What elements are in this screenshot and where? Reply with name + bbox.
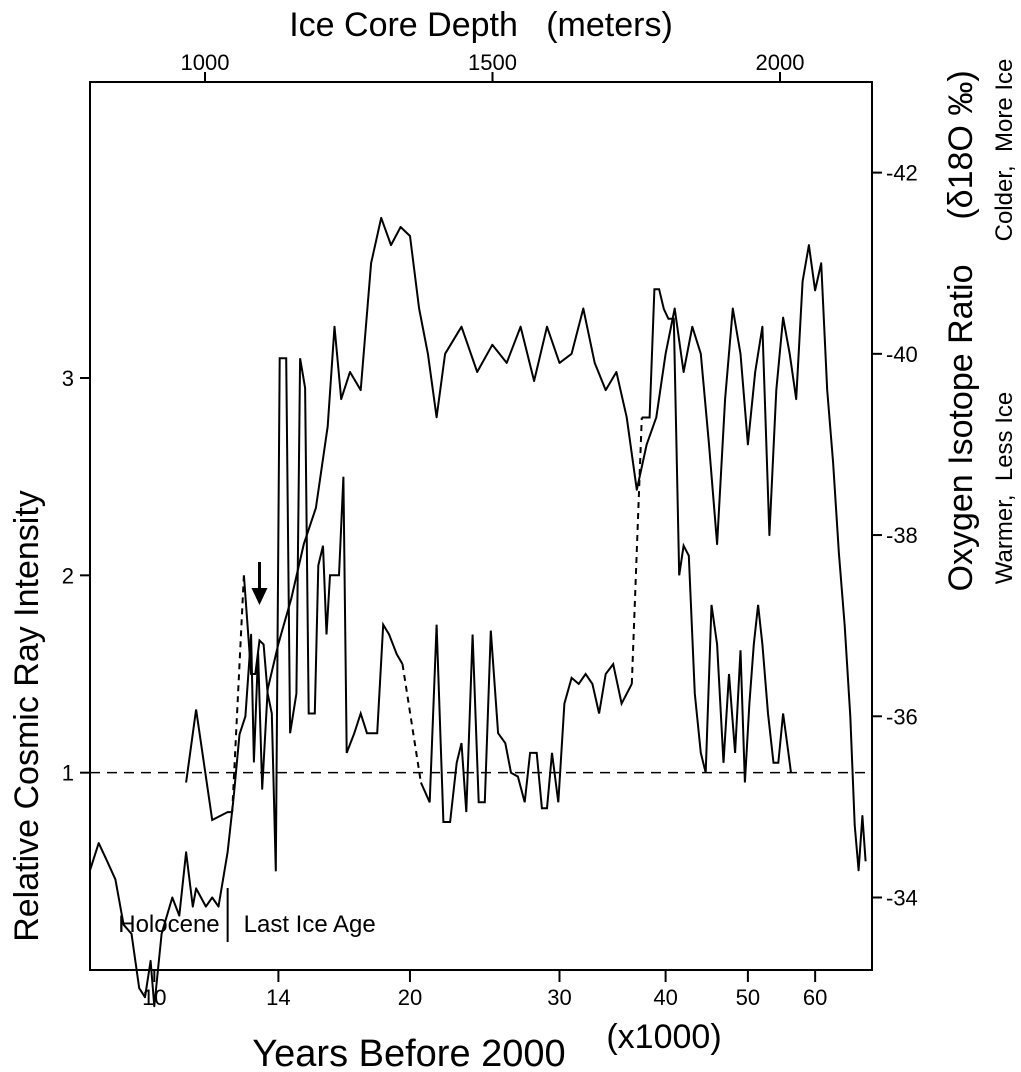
right-tick-label: -40 [886,342,918,367]
bottom-axis-title: Years Before 2000 [252,1033,565,1072]
annotation-layer: Holocene Last Ice Age [118,562,376,942]
bottom-tick-label: 50 [736,985,760,1010]
bottom-axis-unit: (x1000) [606,1018,721,1056]
top-tick-label: 1000 [181,50,230,75]
left-tick-label: 1 [62,761,74,786]
right-axis-ticks: -42 -40 -38 -36 -34 [872,161,918,911]
cosmic-ray-segment [242,357,404,872]
last-ice-age-label: Last Ice Age [244,911,376,938]
right-note-top: Colder, More Ice [991,59,1018,242]
bottom-tick-label: 60 [803,985,827,1010]
right-tick-label: -36 [886,704,918,729]
left-tick-label: 2 [62,563,74,588]
arrow-marker-icon [251,588,268,605]
cosmic-ray-segment [185,709,233,822]
cosmic-ray-gap-segment [401,663,422,783]
left-axis-title: Relative Cosmic Ray Intensity [8,490,46,942]
right-note-bottom: Warmer, Less Ice [991,392,1018,585]
top-tick-label: 2000 [756,50,805,75]
left-axis-ticks: 1 2 3 [62,366,90,786]
bottom-axis-ticks: 10 14 20 30 40 50 60 [142,970,827,1010]
bottom-tick-label: 20 [398,985,422,1010]
right-tick-label: -38 [886,523,918,548]
cosmic-ray-gap-segment [630,417,643,684]
top-axis-ticks: 1000 1500 2000 [181,50,805,82]
holocene-label: Holocene [118,911,219,938]
top-tick-label: 1500 [468,50,517,75]
right-axis-symbol: (δ18O ‰) [942,70,980,219]
bottom-tick-label: 14 [266,985,290,1010]
left-tick-label: 3 [62,366,74,391]
oxygen-isotope-line [89,216,867,1008]
right-tick-label: -34 [886,886,918,911]
top-axis-title: Ice Core Depth (meters) [289,6,673,44]
plot-frame [89,81,873,971]
right-tick-label: -42 [886,161,918,186]
series-layer [89,216,872,1008]
bottom-tick-label: 30 [547,985,571,1010]
bottom-tick-label: 40 [653,985,677,1010]
cosmic-ray-segment [641,288,792,783]
cosmic-ray-gap-segment [231,575,245,813]
right-axis-title: Oxygen Isotope Ratio [942,265,980,592]
cosmic-ray-segment [419,624,633,823]
